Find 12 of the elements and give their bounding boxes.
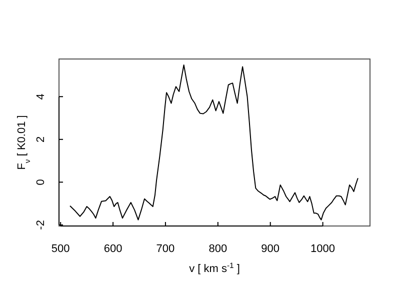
x-tick-label: 800 — [208, 243, 228, 255]
y-tick-label: 0 — [34, 179, 47, 186]
x-tick-label: 1000 — [310, 243, 336, 255]
x-tick-label: 900 — [261, 243, 280, 255]
y-tick-label: 4 — [34, 94, 47, 100]
y-tick-label: 2 — [34, 136, 47, 142]
x-axis-title: v [ km s$^{-1}$ ] — [189, 260, 240, 275]
y-tick-label: -2 — [34, 220, 47, 230]
x-tick-label: 600 — [104, 243, 122, 255]
line-series — [70, 64, 358, 220]
x-tick-label: 700 — [156, 243, 175, 255]
x-tick-label: 500 — [51, 243, 70, 255]
